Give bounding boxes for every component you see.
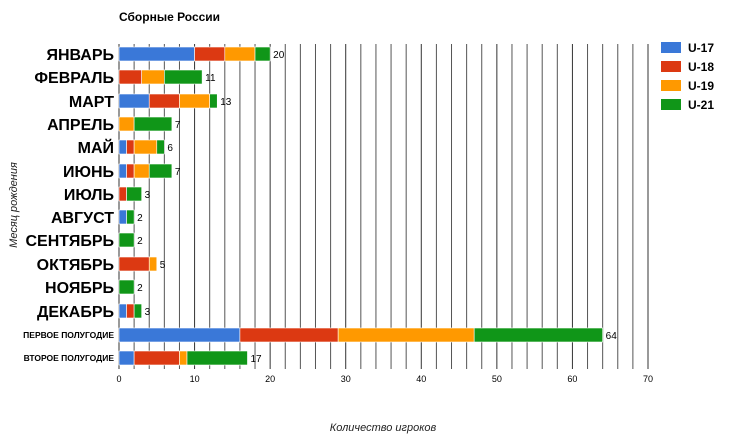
legend-label: U-21 — [688, 98, 714, 112]
bar-segment-u-19 — [133, 163, 150, 179]
legend-swatch-u-19 — [661, 80, 681, 91]
bar-segment-u-18 — [148, 93, 180, 109]
bar-segment-u-21 — [118, 232, 135, 248]
bar-segment-u-17 — [118, 209, 127, 225]
bar-segment-u-17 — [118, 139, 127, 155]
total-label: 17 — [250, 354, 262, 365]
bar-segment-u-21 — [126, 186, 142, 202]
legend-label: U-18 — [688, 60, 714, 74]
total-label: 6 — [167, 143, 173, 154]
bar-segment-u-21 — [126, 209, 135, 225]
total-label: 20 — [273, 50, 285, 61]
bar-segment-u-18 — [239, 327, 339, 343]
bar-segment-u-18 — [194, 46, 226, 62]
total-labels: 20 11 13 7 6 7 3 2 2 5 2 3 64 17 — [137, 50, 617, 365]
bar-segment-u-17 — [118, 46, 195, 62]
bar-segment-u-17 — [118, 350, 135, 366]
total-label: 13 — [220, 97, 232, 108]
bar-segment-u-18 — [126, 139, 135, 155]
bar-segment-u-18 — [118, 256, 150, 272]
total-label: 2 — [137, 236, 143, 247]
x-tick-label: 30 — [341, 374, 351, 384]
bar-segment-u-19 — [141, 69, 165, 85]
bar-segment-u-21 — [254, 46, 271, 62]
category-label: ДЕКАБРЬ — [37, 304, 114, 321]
bar-segment-u-21 — [133, 116, 173, 132]
bar-segment-u-19 — [337, 327, 475, 343]
category-label: АПРЕЛЬ — [47, 117, 114, 134]
total-label: 11 — [205, 73, 216, 84]
category-label: АВГУСТ — [51, 210, 114, 227]
total-label: 2 — [137, 213, 143, 224]
bar-segment-u-17 — [118, 327, 241, 343]
total-label: 5 — [160, 260, 166, 271]
x-tick-label: 10 — [190, 374, 200, 384]
bar-segment-u-19 — [179, 93, 210, 109]
bar-segment-u-21 — [156, 139, 165, 155]
x-tick-label: 0 — [116, 374, 121, 384]
grid — [118, 44, 649, 369]
legend-swatch-u-21 — [661, 99, 681, 110]
total-label: 3 — [145, 307, 151, 318]
bar-segment-u-19 — [133, 139, 158, 155]
bars — [118, 46, 603, 366]
bar-segment-u-21 — [118, 279, 135, 295]
category-label: ИЮНЬ — [63, 164, 114, 181]
bar-segment-u-19 — [148, 256, 158, 272]
category-label: СЕНТЯБРЬ — [25, 233, 114, 250]
x-tick-label: 60 — [567, 374, 577, 384]
legend-label: U-19 — [688, 79, 714, 93]
category-label: МАЙ — [78, 138, 114, 157]
x-tick-label: 50 — [492, 374, 502, 384]
x-axis-label: Количество игроков — [330, 422, 437, 434]
legend-swatch-u-18 — [661, 61, 681, 72]
legend-label: U-17 — [688, 41, 714, 55]
category-label: МАРТ — [69, 94, 114, 111]
legend-swatch-u-17 — [661, 42, 681, 53]
bar-segment-u-18 — [118, 69, 142, 85]
bar-segment-u-21 — [186, 350, 248, 366]
total-label: 3 — [145, 190, 151, 201]
x-tick-labels: 0 10 20 30 40 50 60 70 — [116, 374, 653, 384]
chart-title: Сборные России — [119, 10, 220, 24]
bar-segment-u-18 — [133, 350, 180, 366]
bar-segment-u-18 — [118, 186, 127, 202]
bar-segment-u-19 — [179, 350, 188, 366]
x-tick-label: 40 — [416, 374, 426, 384]
total-label: 2 — [137, 283, 143, 294]
total-label: 64 — [606, 331, 618, 342]
y-axis-label: Месяц рождения — [8, 162, 20, 248]
category-label: ФЕВРАЛЬ — [34, 70, 114, 87]
category-label: ВТОРОЕ ПОЛУГОДИЕ — [24, 353, 115, 363]
bar-segment-u-19 — [118, 116, 135, 132]
bar-segment-u-21 — [473, 327, 603, 343]
legend: U-17 U-18 U-19 U-21 — [661, 41, 714, 112]
x-tick-label: 70 — [643, 374, 653, 384]
bar-segment-u-17 — [118, 303, 127, 319]
bar-segment-u-21 — [133, 303, 142, 319]
total-label: 7 — [175, 120, 181, 131]
total-label: 7 — [175, 167, 181, 178]
bar-segment-u-18 — [126, 163, 135, 179]
bar-segment-u-18 — [126, 303, 135, 319]
category-label: ПЕРВОЕ ПОЛУГОДИЕ — [23, 330, 114, 340]
category-label: ЯНВАРЬ — [46, 47, 114, 64]
bar-segment-u-17 — [118, 163, 127, 179]
bar-segment-u-17 — [118, 93, 150, 109]
category-label: НОЯБРЬ — [45, 280, 114, 297]
category-label: ОКТЯБРЬ — [37, 257, 114, 274]
x-tick-label: 20 — [265, 374, 275, 384]
bar-segment-u-21 — [148, 163, 173, 179]
bar-segment-u-21 — [209, 93, 218, 109]
category-labels: ЯНВАРЬ ФЕВРАЛЬ МАРТ АПРЕЛЬ МАЙ ИЮНЬ ИЮЛЬ АВГУСТ… — [23, 47, 114, 363]
bar-segment-u-19 — [224, 46, 256, 62]
bar-segment-u-21 — [164, 69, 203, 85]
category-label: ИЮЛЬ — [64, 187, 114, 204]
